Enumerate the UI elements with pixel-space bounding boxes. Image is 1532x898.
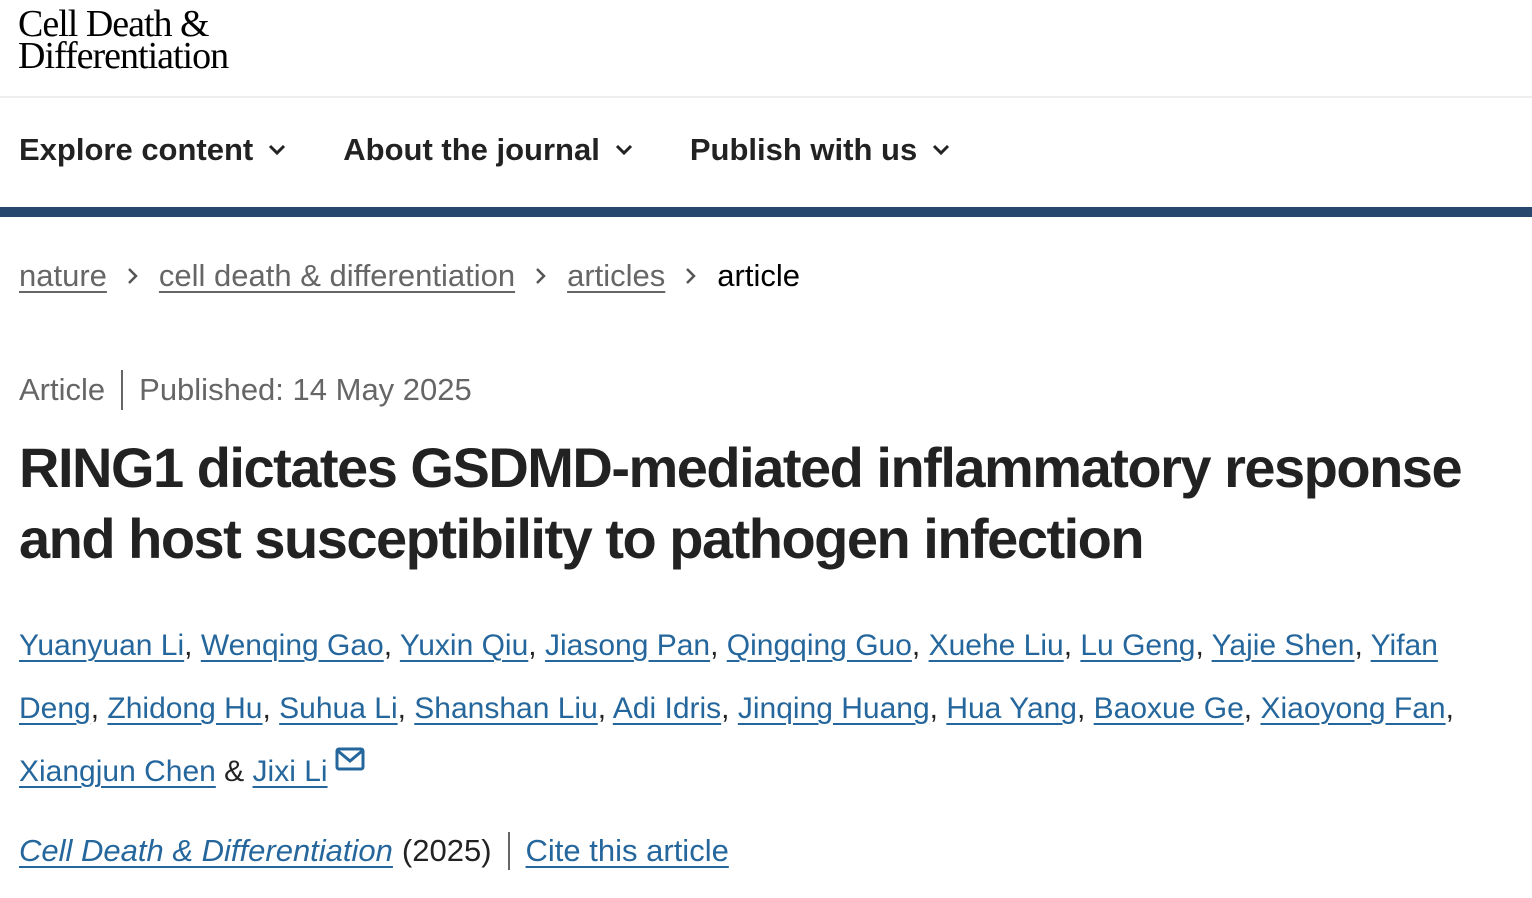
article-title: RING1 dictates GSDMD-mediated inflammato… bbox=[19, 436, 1463, 570]
author-joiner: & bbox=[224, 755, 245, 788]
published-date: Published: 14 May 2025 bbox=[139, 372, 472, 407]
logo-line-1: Cell Death & bbox=[18, 3, 210, 45]
author-link[interactable]: Jixi Li bbox=[252, 755, 328, 788]
author-link[interactable]: Shanshan Liu bbox=[414, 692, 598, 725]
author-link[interactable]: Adi Idris bbox=[612, 692, 722, 725]
publication-year: (2025) bbox=[401, 833, 492, 868]
chevron-right-icon bbox=[127, 266, 139, 286]
citation-line: Cell Death & Differentiation (2025) Cite… bbox=[19, 832, 729, 870]
author-link[interactable]: Xiaoyong Fan bbox=[1260, 692, 1446, 725]
divider bbox=[0, 96, 1532, 98]
nav-label: Explore content bbox=[19, 132, 254, 167]
chevron-down-icon bbox=[269, 144, 286, 156]
journal-link[interactable]: Cell Death & Differentiation bbox=[19, 833, 393, 868]
chevron-down-icon bbox=[615, 144, 632, 156]
divider bbox=[507, 832, 510, 870]
nav-label: Publish with us bbox=[689, 132, 918, 167]
nav-publish-with-us[interactable]: Publish with us bbox=[690, 132, 951, 168]
breadcrumb-journal[interactable]: cell death & differentiation bbox=[158, 258, 516, 293]
author-list: Yuanyuan Li, Wenqing Gao, Yuxin Qiu, Jia… bbox=[19, 629, 1454, 788]
nav-explore-content[interactable]: Explore content bbox=[19, 132, 287, 168]
article-meta: Article Published: 14 May 2025 bbox=[19, 370, 472, 410]
author-link[interactable]: Baoxue Ge bbox=[1093, 692, 1244, 725]
breadcrumb-current: article bbox=[717, 258, 800, 293]
divider bbox=[121, 370, 124, 410]
chevron-down-icon bbox=[933, 144, 950, 156]
author-link[interactable]: Jiasong Pan bbox=[544, 629, 711, 662]
author-link[interactable]: Yajie Shen bbox=[1211, 629, 1355, 662]
nav-label: About the journal bbox=[343, 132, 600, 167]
journal-logo[interactable]: Cell Death & Differentiation bbox=[18, 3, 229, 77]
author-link[interactable]: Suhua Li bbox=[279, 692, 398, 725]
accent-bar bbox=[0, 207, 1532, 217]
author-link[interactable]: Xuehe Liu bbox=[928, 629, 1064, 662]
breadcrumb-articles[interactable]: articles bbox=[567, 258, 666, 293]
breadcrumb-nature[interactable]: nature bbox=[19, 258, 107, 293]
main-nav: Explore content About the journal Publis… bbox=[19, 132, 1007, 168]
author-link[interactable]: Wenqing Gao bbox=[200, 629, 384, 662]
author-link[interactable]: Qingqing Guo bbox=[726, 629, 912, 662]
nav-about-the-journal[interactable]: About the journal bbox=[343, 132, 634, 168]
author-link[interactable]: Lu Geng bbox=[1080, 629, 1196, 662]
logo-line-2: Differentiation bbox=[18, 35, 229, 77]
author-link[interactable]: Hua Yang bbox=[946, 692, 1077, 725]
cite-this-article-link[interactable]: Cite this article bbox=[525, 833, 729, 868]
article-type: Article bbox=[19, 372, 106, 407]
chevron-right-icon bbox=[685, 266, 697, 286]
author-link[interactable]: Yifan Deng bbox=[19, 629, 1438, 725]
author-link[interactable]: Xiangjun Chen bbox=[19, 755, 216, 788]
breadcrumb: nature cell death & differentiation arti… bbox=[19, 258, 800, 294]
author-link[interactable]: Zhidong Hu bbox=[107, 692, 263, 725]
author-link[interactable]: Yuxin Qiu bbox=[399, 629, 529, 662]
author-link[interactable]: Jinqing Huang bbox=[737, 692, 930, 725]
email-icon[interactable] bbox=[335, 747, 365, 771]
chevron-right-icon bbox=[535, 266, 547, 286]
author-link[interactable]: Yuanyuan Li bbox=[19, 629, 185, 662]
